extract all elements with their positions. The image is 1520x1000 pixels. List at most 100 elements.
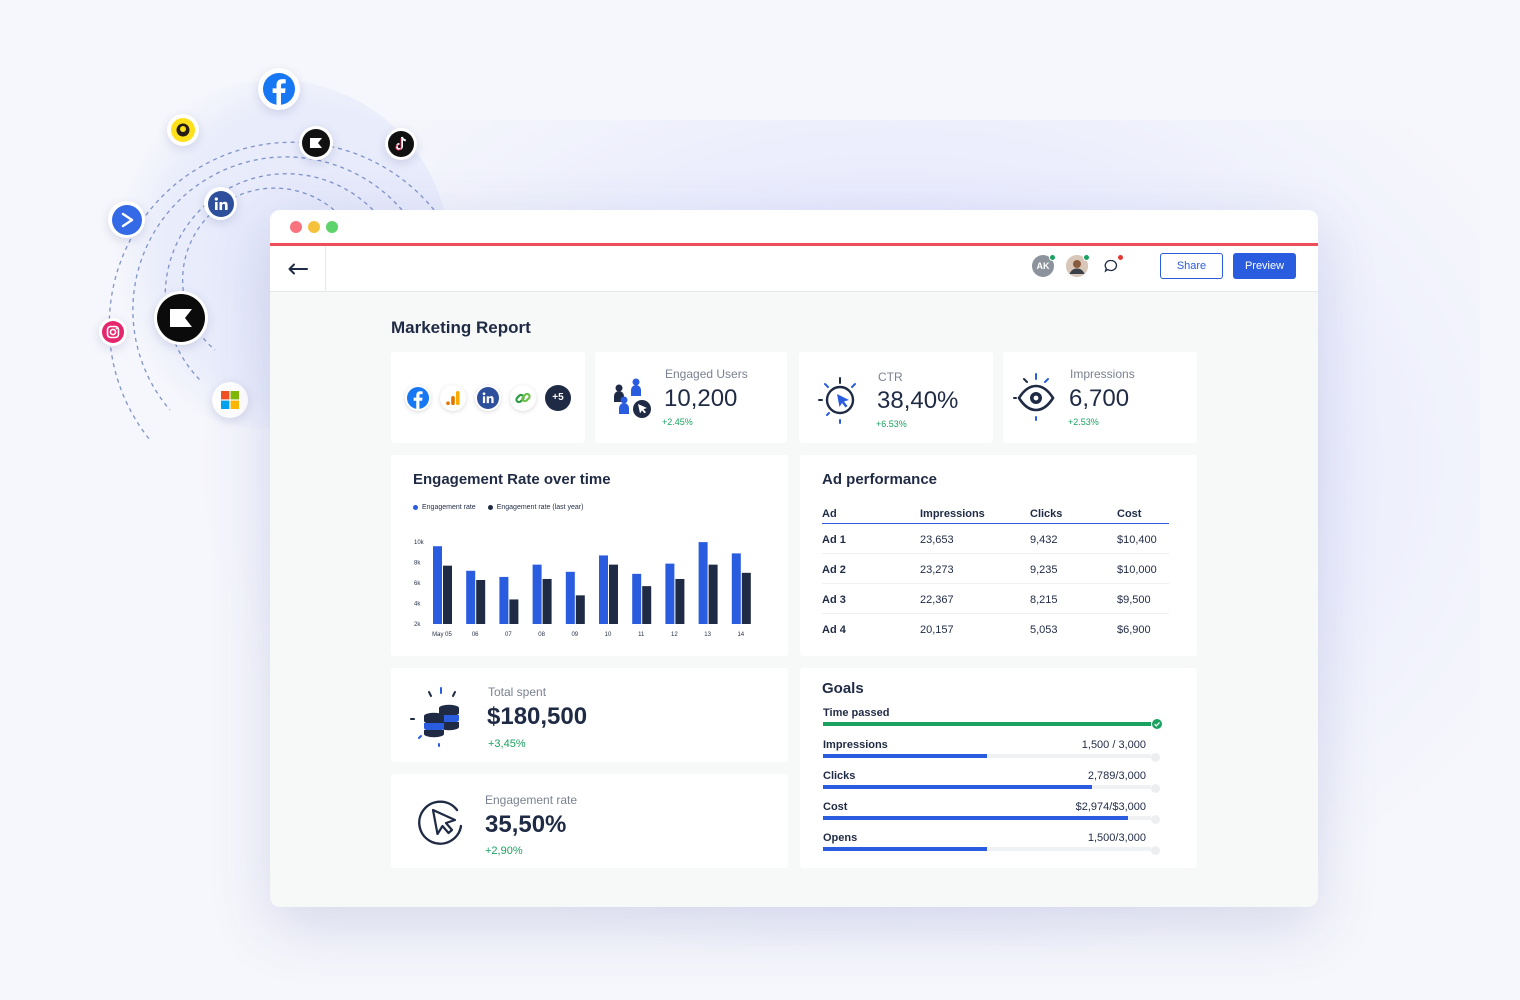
chat-bubble-icon <box>1104 259 1118 273</box>
goal-label: Clicks <box>823 770 856 782</box>
kpi-value: 10,200 <box>664 385 738 412</box>
kpi-label: CTR <box>878 370 903 384</box>
kpi-value: 35,50% <box>485 811 567 838</box>
bar-engagement-rate-last-year[interactable] <box>609 564 618 624</box>
bar-engagement-rate-last-year[interactable] <box>708 564 718 624</box>
goal-label: Time passed <box>823 707 890 719</box>
table-cell: $10,000 <box>1117 553 1169 584</box>
comments-button[interactable] <box>1100 254 1124 277</box>
bar-engagement-rate[interactable] <box>466 570 476 624</box>
bar-engagement-rate-last-year[interactable] <box>575 595 585 624</box>
bar-engagement-rate-last-year[interactable] <box>741 572 751 624</box>
goal-progress-fill <box>823 785 1092 789</box>
table-cell: Ad 4 <box>822 623 846 636</box>
avatar-initials[interactable]: AK <box>1032 254 1056 277</box>
bar-engagement-rate[interactable] <box>665 563 675 624</box>
legend-item-engagement-rate: Engagement rate <box>413 504 476 511</box>
kpi-delta: +3,45% <box>488 738 526 750</box>
x-tick-label: May 05 <box>432 632 452 638</box>
column-header[interactable]: Ad <box>822 507 920 524</box>
chart-legend: Engagement rate Engagement rate (last ye… <box>413 504 583 511</box>
total-spent-card: Total spent $180,500 +3,45% <box>391 668 788 762</box>
bar-engagement-rate-last-year[interactable] <box>642 586 652 624</box>
x-tick-label: 07 <box>505 632 512 638</box>
column-header[interactable]: Clicks <box>1030 507 1117 524</box>
table-cell: $9,500 <box>1117 583 1169 614</box>
table-row[interactable]: Ad 1 23,653 9,432 $10,400 <box>822 523 1169 554</box>
bar-engagement-rate[interactable] <box>499 576 509 624</box>
back-button[interactable] <box>270 245 326 292</box>
more-sources-badge[interactable]: +5 <box>545 384 571 411</box>
table-cell: 5,053 <box>1030 623 1058 636</box>
table-cell: $10,400 <box>1117 523 1169 554</box>
toolbar-actions: AK Share Preview <box>1032 253 1296 279</box>
goals-title: Goals <box>822 680 864 697</box>
preview-button[interactable]: Preview <box>1233 253 1296 279</box>
goal-cost: Cost $2,974/$3,000 <box>823 801 1168 824</box>
bar-engagement-rate-last-year[interactable] <box>509 599 519 624</box>
engagement-rate-card: Engagement rate 35,50% +2,90% <box>391 774 788 868</box>
bar-engagement-rate[interactable] <box>599 555 608 624</box>
bar-engagement-rate[interactable] <box>632 573 642 624</box>
instagram-icon <box>99 318 127 346</box>
ad-performance-title: Ad performance <box>822 471 938 488</box>
bracket-logo-large-icon <box>154 291 208 345</box>
mailchimp-icon <box>167 114 199 146</box>
legend-swatch <box>487 505 493 510</box>
maximize-window-dot[interactable] <box>326 220 338 233</box>
table-cell: $6,900 <box>1117 623 1151 636</box>
table-cell: 23,273 <box>920 553 1030 584</box>
click-target-icon <box>818 377 856 424</box>
bar-engagement-rate[interactable] <box>731 553 741 624</box>
engagement-chart-card: Engagement Rate over time Engagement rat… <box>391 455 788 656</box>
bar-engagement-rate-last-year[interactable] <box>443 565 452 624</box>
share-button[interactable]: Share <box>1160 253 1223 279</box>
kpi-value: 38,40% <box>877 387 959 414</box>
table-row[interactable]: Ad 4 20,157 5,053 $6,900 <box>822 614 1169 644</box>
minimize-window-dot[interactable] <box>308 220 320 233</box>
y-tick-label: 4k <box>414 602 421 608</box>
eye-icon <box>1013 373 1055 421</box>
avatar-initials-text: AK <box>1036 261 1050 271</box>
link-source-icon[interactable] <box>510 384 536 411</box>
kpi-label: Engaged Users <box>665 367 748 381</box>
coins-stack-icon <box>410 687 459 747</box>
goal-progress-track <box>823 816 1151 820</box>
google-analytics-source-icon[interactable] <box>440 384 466 411</box>
arrow-left-icon <box>288 263 308 274</box>
goal-label: Cost <box>823 801 848 813</box>
goal-time-passed: Time passed <box>823 707 1168 729</box>
facebook-source-icon[interactable] <box>405 384 431 411</box>
table-header-row: Ad Impressions Clicks Cost <box>822 507 1169 524</box>
table-row[interactable]: Ad 3 22,367 8,215 $9,500 <box>822 583 1169 614</box>
avatar-photo[interactable] <box>1066 254 1090 277</box>
goal-progress-fill <box>823 816 1129 820</box>
linkedin-source-icon[interactable] <box>475 384 501 411</box>
x-tick-label: 13 <box>704 632 711 638</box>
online-status-dot <box>1049 254 1056 261</box>
goal-label: Opens <box>823 832 858 844</box>
bar-engagement-rate-last-year[interactable] <box>675 578 685 624</box>
column-header[interactable]: Cost <box>1117 507 1169 524</box>
x-tick-label: 11 <box>638 632 645 638</box>
ad-performance-table: Ad Impressions Clicks Cost Ad 1 23,653 9… <box>822 507 1169 644</box>
bar-engagement-rate[interactable] <box>433 546 442 624</box>
column-header[interactable]: Impressions <box>920 507 1030 524</box>
window-titlebar <box>270 210 1318 246</box>
x-tick-label: 09 <box>571 632 578 638</box>
check-circle-icon <box>1152 719 1162 729</box>
close-window-dot[interactable] <box>290 220 302 233</box>
table-cell: Ad 1 <box>822 523 920 554</box>
x-tick-label: 12 <box>671 632 678 638</box>
table-row[interactable]: Ad 2 23,273 9,235 $10,000 <box>822 553 1169 584</box>
kpi-delta: +2.45% <box>662 417 693 427</box>
bar-engagement-rate[interactable] <box>532 564 542 624</box>
goals-card: Goals Time passed Impressions 1,500 / 3,0… <box>800 668 1197 868</box>
bar-engagement-rate-last-year[interactable] <box>476 579 486 624</box>
bar-engagement-rate[interactable] <box>565 571 575 624</box>
users-cursor-icon <box>614 378 651 418</box>
bar-engagement-rate-last-year[interactable] <box>542 578 552 624</box>
bar-engagement-rate[interactable] <box>698 542 708 624</box>
data-sources-card: +5 <box>391 352 585 443</box>
app-window: AK Share Preview Marketing Report <box>270 210 1318 907</box>
